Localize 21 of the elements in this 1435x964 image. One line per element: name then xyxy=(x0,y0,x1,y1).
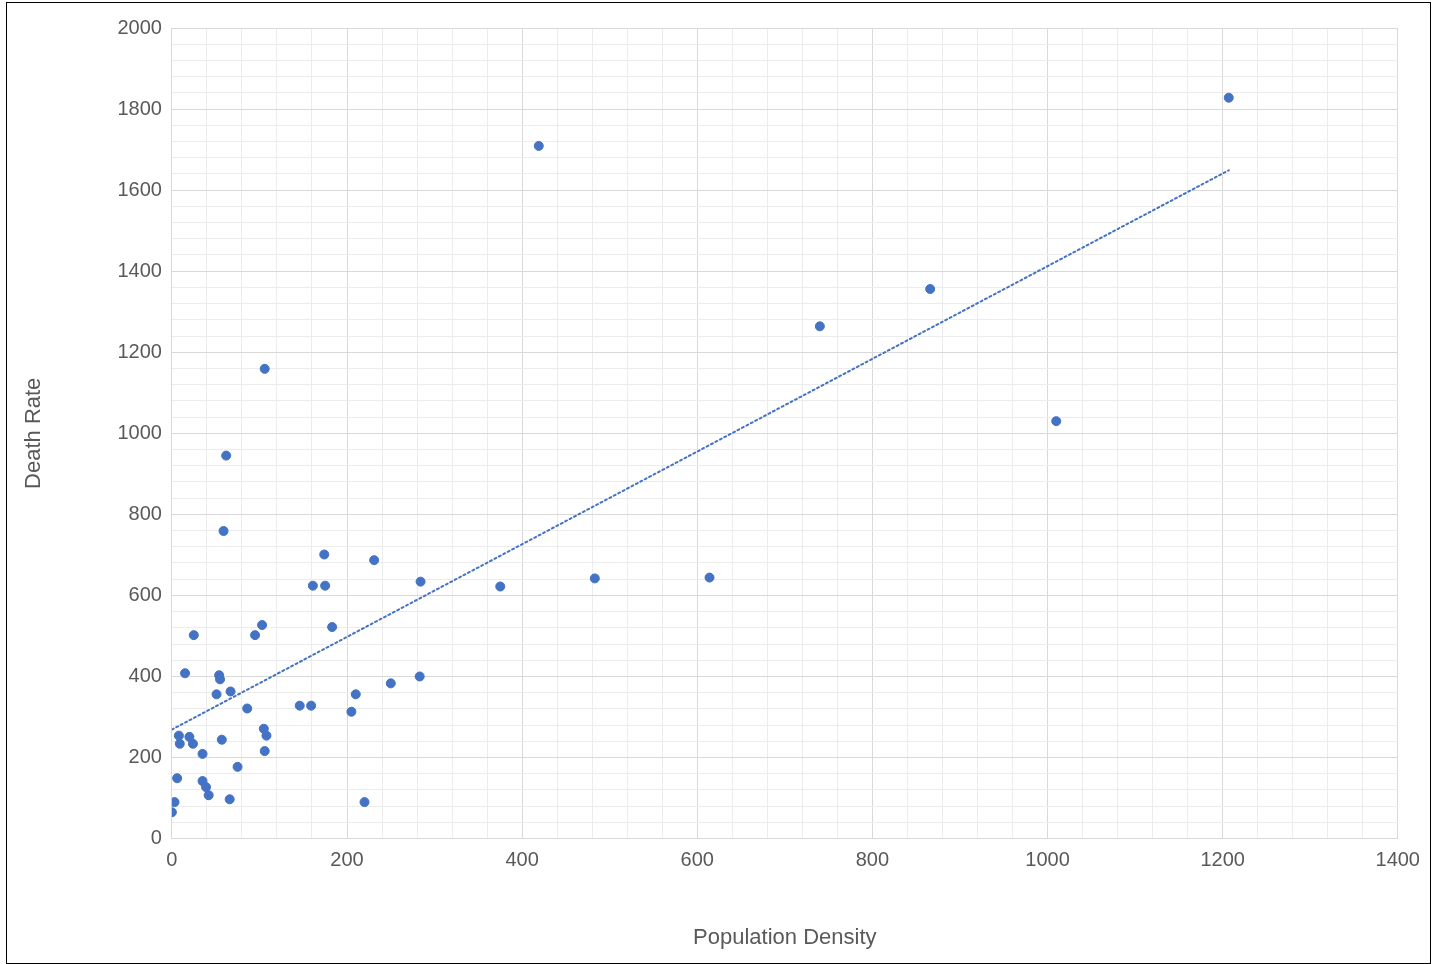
y-tick-label: 1000 xyxy=(117,420,162,443)
y-tick-label: 800 xyxy=(128,501,162,524)
x-tick-label: 200 xyxy=(330,848,364,871)
y-tick-label: 2000 xyxy=(117,15,162,38)
y-tick-label: 1400 xyxy=(117,258,162,281)
y-tick-label: 400 xyxy=(128,664,162,686)
x-tick-label: 1400 xyxy=(1375,848,1420,871)
x-axis-title: Population Density xyxy=(693,923,877,949)
x-tick-label: 800 xyxy=(855,848,890,871)
x-tick-label: 1200 xyxy=(1200,848,1245,871)
y-axis-title: Death Rate xyxy=(20,377,46,489)
y-tick-label: 1800 xyxy=(117,96,162,119)
x-tick-label: 0 xyxy=(166,848,178,871)
y-tick-label: 1600 xyxy=(117,177,162,200)
x-tick-label: 600 xyxy=(680,848,714,871)
y-tick-label: 1200 xyxy=(117,339,162,362)
x-tick-label: 1000 xyxy=(1025,848,1070,871)
y-tick-label: 200 xyxy=(128,745,162,768)
y-tick-label: 0 xyxy=(150,826,162,849)
y-tick-label: 600 xyxy=(128,582,162,605)
x-tick-label: 400 xyxy=(505,848,539,871)
